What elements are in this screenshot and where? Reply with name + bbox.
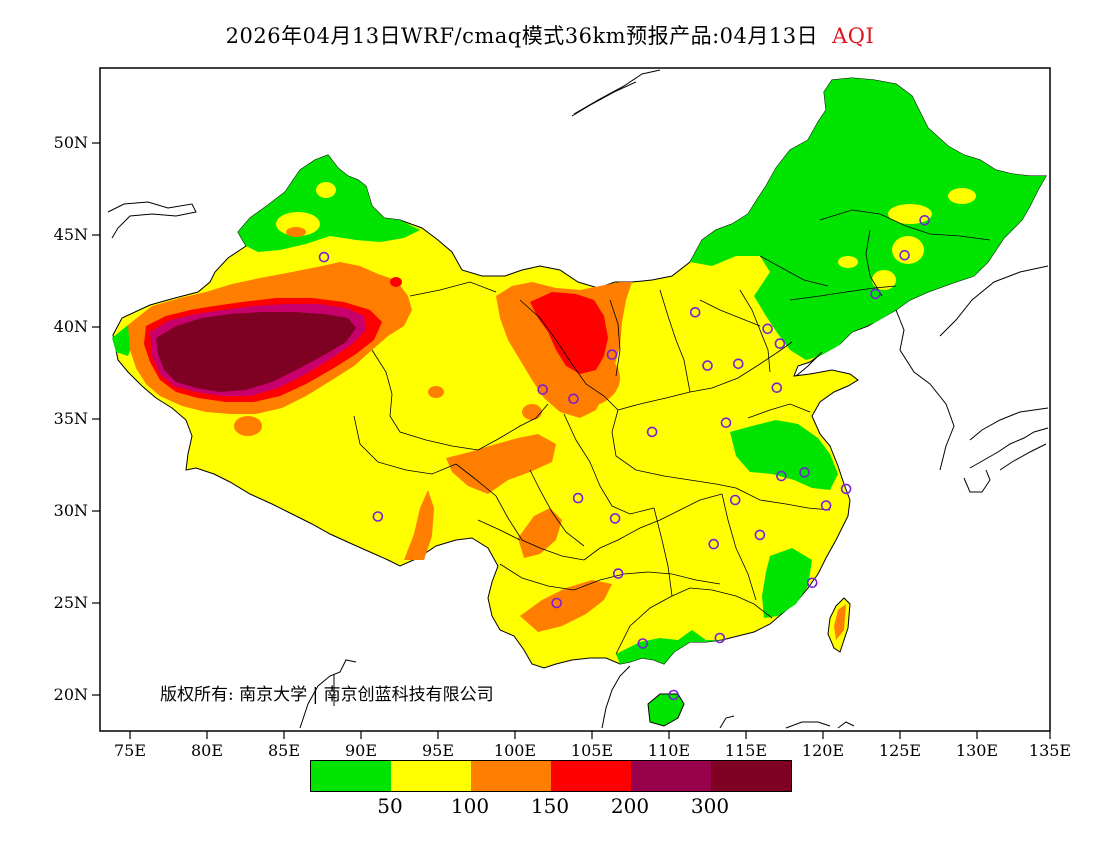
station-marker bbox=[646, 426, 658, 438]
legend-value-50: 50 bbox=[377, 794, 403, 818]
legend-swatch-moderate bbox=[391, 761, 471, 791]
province-boundaries bbox=[353, 209, 991, 655]
monitoring-stations bbox=[318, 215, 930, 701]
product-label: AQI bbox=[832, 24, 875, 48]
legend-swatch-good bbox=[311, 761, 391, 791]
legend-value-200: 200 bbox=[610, 794, 650, 818]
station-marker bbox=[372, 511, 384, 522]
station-marker bbox=[637, 638, 649, 649]
station-marker bbox=[919, 215, 930, 226]
lon-label-100e: 100E bbox=[493, 741, 537, 760]
map-title: 2026年04月13日WRF/cmaq模式36km预报产品:04月13日 AQI bbox=[0, 20, 1100, 50]
station-marker bbox=[318, 251, 330, 263]
station-marker bbox=[776, 470, 787, 482]
station-marker bbox=[714, 632, 726, 644]
lat-label-35n: 35N bbox=[53, 409, 88, 428]
station-marker bbox=[606, 349, 618, 360]
lon-label-110e: 110E bbox=[647, 741, 691, 760]
map-title-text: 2026年04月13日WRF/cmaq模式36km预报产品:04月13日 bbox=[225, 24, 819, 48]
copyright-notice: 版权所有: 南京大学 | 南京创蓝科技有限公司 bbox=[160, 685, 494, 705]
lat-label-45n: 45N bbox=[53, 225, 88, 244]
lat-label-40n: 40N bbox=[53, 317, 88, 336]
station-marker bbox=[754, 529, 766, 541]
legend-swatch-usg bbox=[471, 761, 551, 791]
station-marker bbox=[668, 689, 679, 701]
station-marker bbox=[771, 382, 783, 394]
lon-label-80e: 80E bbox=[190, 741, 224, 760]
lon-label-90e: 90E bbox=[344, 741, 378, 760]
lon-label-135e: 135E bbox=[1028, 741, 1072, 760]
lon-label-130e: 130E bbox=[955, 741, 999, 760]
station-marker bbox=[774, 338, 786, 349]
station-marker bbox=[870, 288, 881, 300]
legend-swatch-very-unhealthy bbox=[631, 761, 711, 791]
legend-value-100: 100 bbox=[450, 794, 490, 818]
lat-label-50n: 50N bbox=[53, 133, 88, 152]
station-marker bbox=[551, 597, 562, 609]
lon-label-115e: 115E bbox=[724, 741, 768, 760]
station-marker bbox=[806, 577, 818, 589]
station-marker bbox=[820, 500, 832, 511]
lat-label-25n: 25N bbox=[53, 593, 88, 612]
aqi-color-legend bbox=[310, 760, 792, 792]
station-marker bbox=[840, 483, 852, 495]
hainan-island bbox=[647, 693, 685, 727]
hazardous-aqi-zone bbox=[156, 312, 356, 392]
lat-label-30n: 30N bbox=[53, 501, 88, 520]
station-marker bbox=[537, 384, 549, 395]
legend-swatch-unhealthy bbox=[551, 761, 631, 791]
station-marker bbox=[720, 417, 732, 429]
lon-label-120e: 120E bbox=[801, 741, 845, 760]
map-frame bbox=[99, 67, 1051, 732]
legend-value-150: 150 bbox=[530, 794, 570, 818]
legend-swatch-hazardous bbox=[711, 761, 791, 791]
station-marker bbox=[572, 492, 584, 504]
axis-ticks bbox=[92, 142, 1051, 739]
station-marker bbox=[899, 249, 910, 261]
lon-label-75e: 75E bbox=[113, 741, 147, 760]
station-marker bbox=[689, 306, 701, 318]
lon-label-105e: 105E bbox=[570, 741, 614, 760]
legend-value-300: 300 bbox=[690, 794, 730, 818]
station-marker bbox=[799, 467, 810, 478]
lon-label-95e: 95E bbox=[421, 741, 455, 760]
lon-label-125e: 125E bbox=[878, 741, 922, 760]
station-marker bbox=[612, 568, 624, 579]
lat-label-20n: 20N bbox=[53, 685, 88, 704]
station-marker bbox=[762, 323, 773, 335]
station-marker bbox=[568, 393, 579, 405]
station-marker bbox=[729, 494, 741, 506]
station-marker bbox=[609, 513, 621, 524]
station-marker bbox=[732, 358, 744, 370]
station-marker bbox=[702, 360, 713, 371]
coastlines bbox=[107, 69, 1049, 729]
lon-label-85e: 85E bbox=[267, 741, 301, 760]
station-marker bbox=[708, 538, 720, 550]
